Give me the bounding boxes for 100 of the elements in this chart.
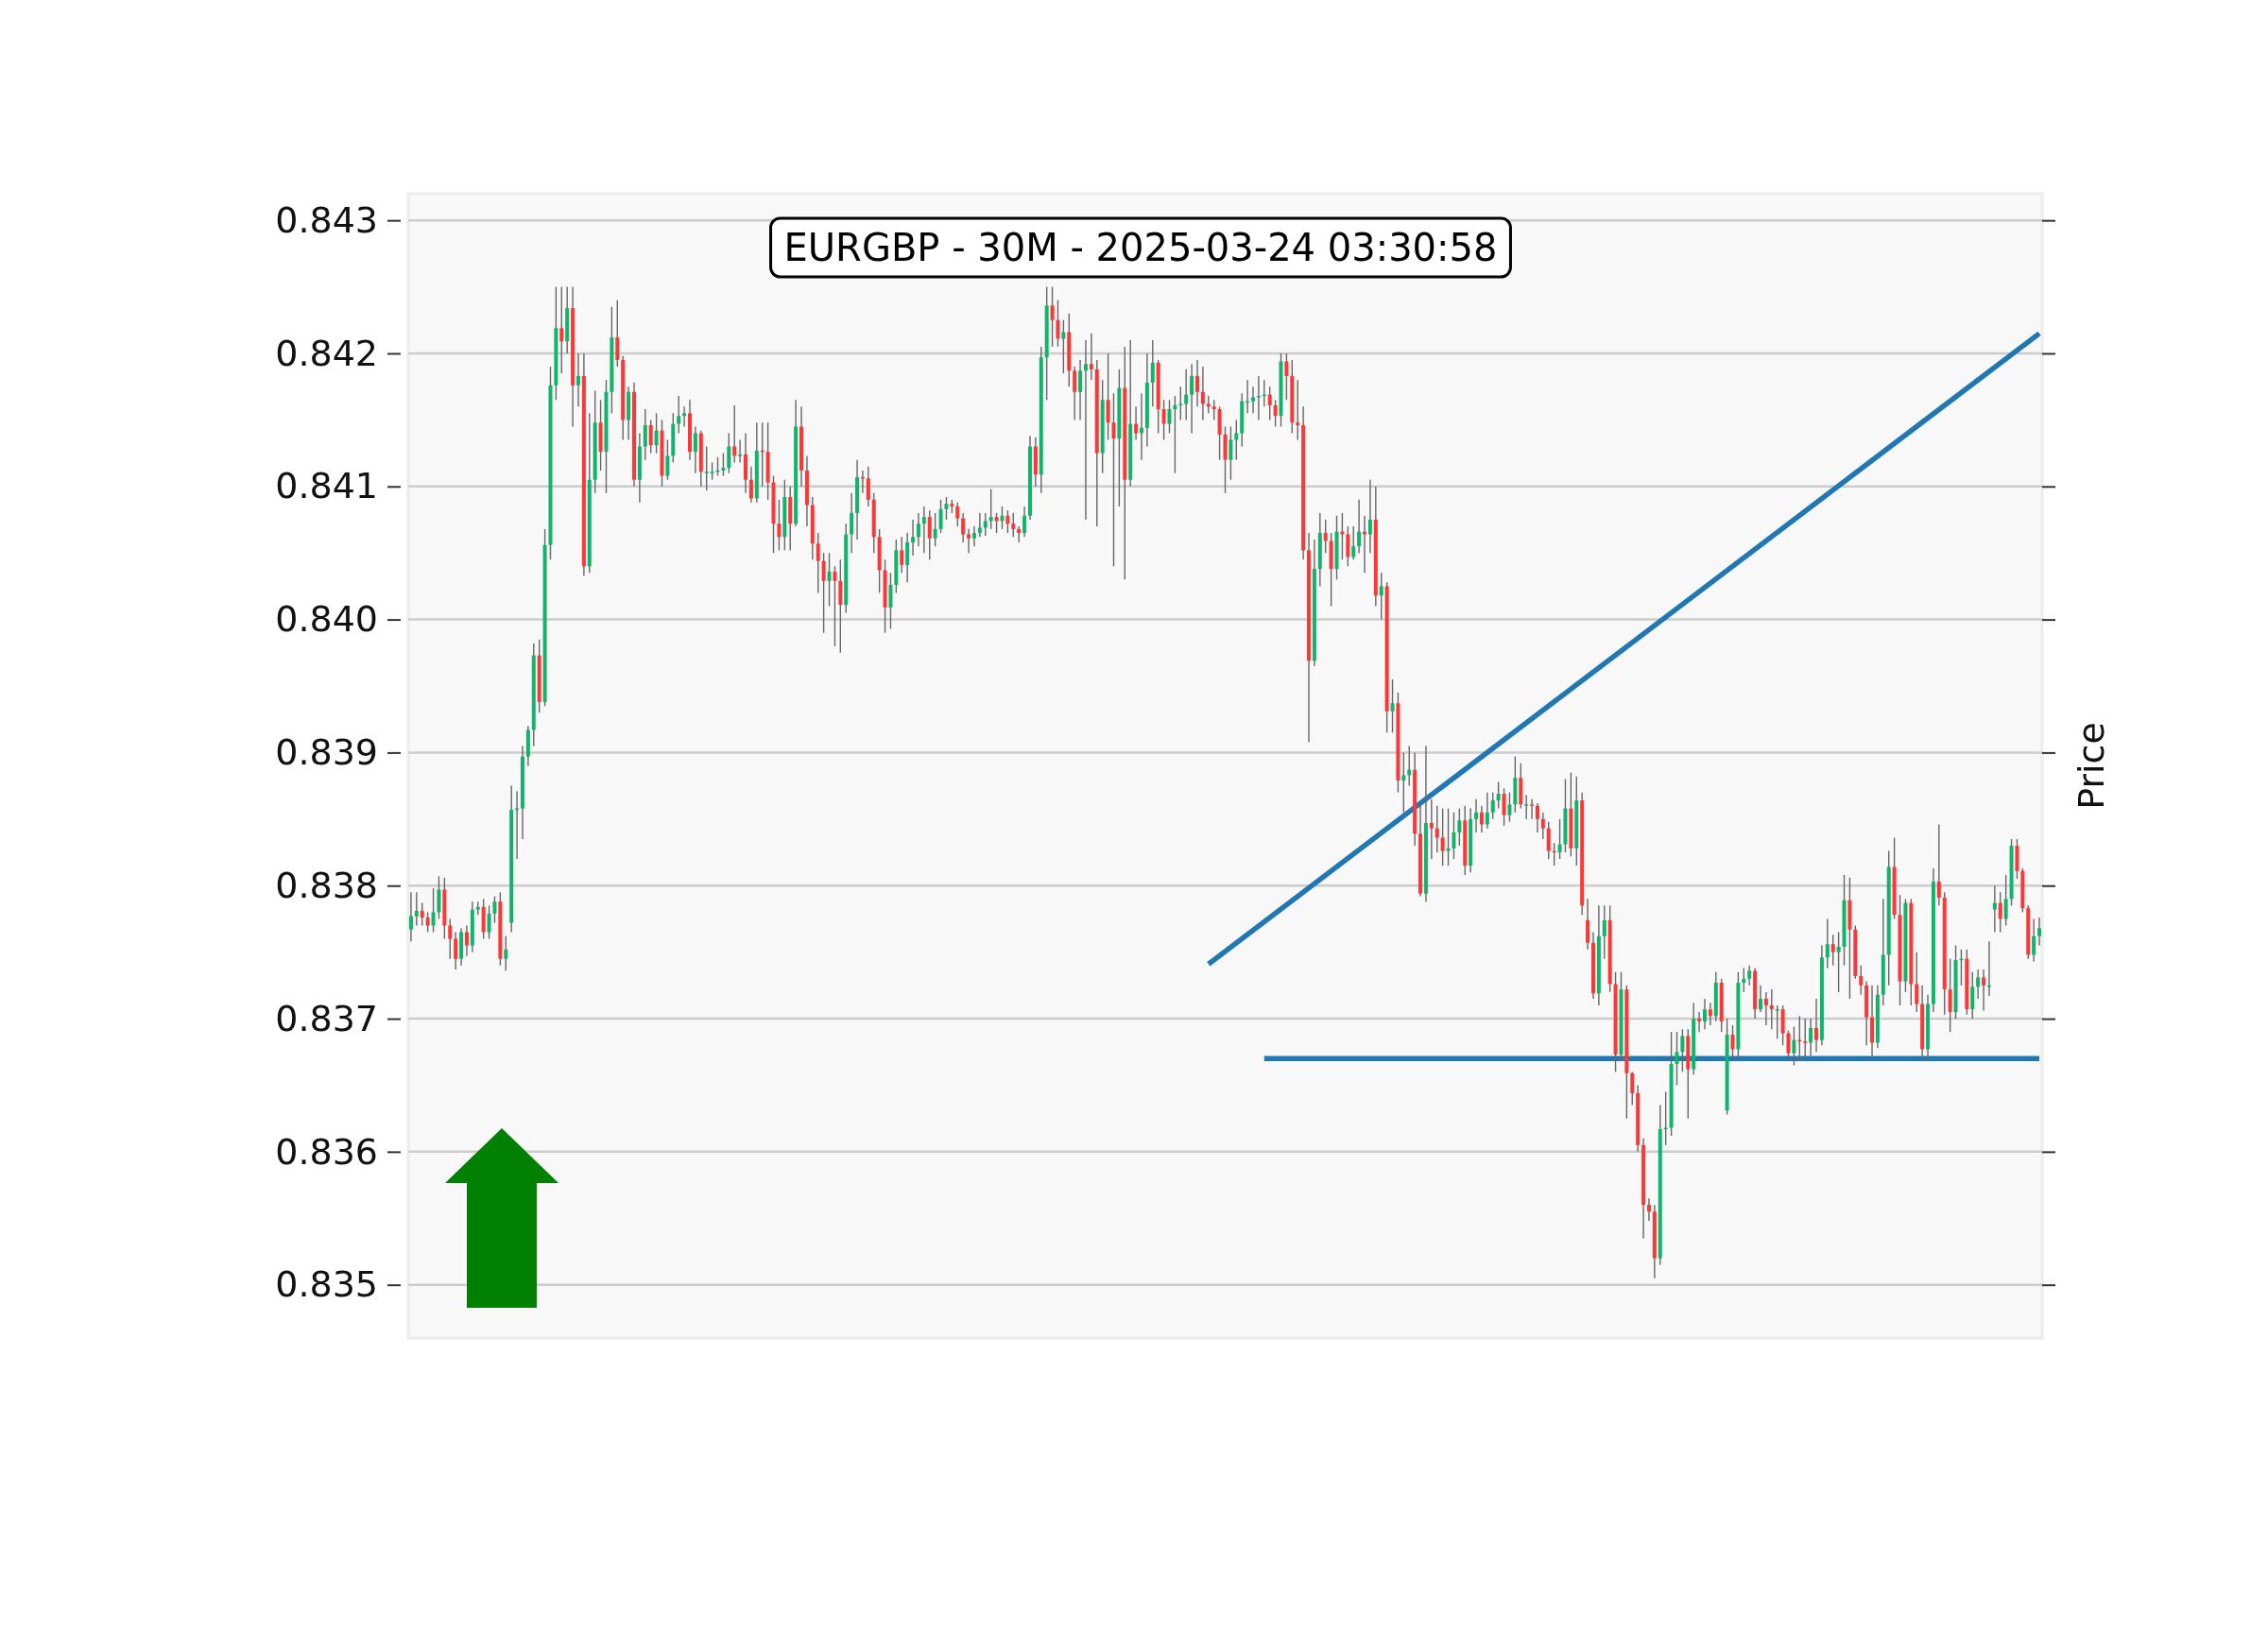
candlestick xyxy=(1200,366,1205,421)
candlestick xyxy=(1005,509,1010,534)
candlestick xyxy=(1346,525,1350,567)
candlestick xyxy=(677,395,681,435)
candlestick xyxy=(2003,874,2008,927)
candlestick xyxy=(1211,399,1216,421)
candlestick xyxy=(1809,1018,1813,1057)
candlestick xyxy=(682,405,687,428)
candlestick xyxy=(1190,363,1194,435)
y-tick-label: 0.836 xyxy=(275,1130,378,1173)
candlestick xyxy=(961,512,966,543)
candlestick xyxy=(1089,333,1093,381)
y-tick-label: 0.835 xyxy=(275,1263,378,1306)
candlestick xyxy=(1273,399,1278,428)
candlestick xyxy=(1106,352,1110,441)
candlestick xyxy=(732,404,737,464)
candlestick xyxy=(1111,392,1116,567)
candlestick xyxy=(1502,787,1506,827)
candlestick xyxy=(1546,820,1551,860)
candlestick xyxy=(1167,399,1172,435)
candlestick xyxy=(654,412,659,455)
candlestick xyxy=(1747,965,1752,987)
candlestick xyxy=(971,525,976,547)
candlestick xyxy=(1490,791,1495,820)
candlestick xyxy=(1814,998,1819,1053)
candlestick xyxy=(1017,525,1022,543)
candlestick xyxy=(1457,807,1462,847)
candlestick xyxy=(1786,1030,1791,1059)
candlestick xyxy=(1351,525,1356,560)
candlestick xyxy=(448,918,453,960)
candlestick xyxy=(425,911,430,934)
candlestick xyxy=(1429,798,1434,860)
candlestick xyxy=(1540,812,1545,840)
candlestick xyxy=(1702,998,1707,1031)
candlestick xyxy=(1194,359,1199,407)
candlestick xyxy=(1228,425,1233,481)
candlestick xyxy=(1446,807,1451,866)
candlestick xyxy=(1496,781,1501,810)
candlestick xyxy=(1234,419,1239,461)
candlestick xyxy=(1675,1031,1679,1087)
candlestick xyxy=(1251,386,1256,415)
candlestick xyxy=(1530,798,1535,820)
candlestick xyxy=(437,875,441,920)
candlestick xyxy=(833,565,837,647)
candlestick xyxy=(1680,1028,1685,1073)
candlestick xyxy=(1184,369,1189,421)
y-tick-label: 0.842 xyxy=(275,332,378,374)
candlestick xyxy=(665,438,670,481)
candlestick xyxy=(921,506,926,554)
candlestick xyxy=(1050,285,1055,348)
candlestick xyxy=(1792,1025,1796,1067)
y-tick-label: 0.838 xyxy=(275,864,378,906)
candlestick xyxy=(721,452,726,477)
candlestick xyxy=(1150,339,1155,407)
candlestick xyxy=(1474,798,1479,833)
candlestick xyxy=(1976,969,1981,1000)
candlestick xyxy=(1134,405,1139,441)
candlestick xyxy=(827,552,832,608)
candlestick xyxy=(1830,934,1835,967)
candlestick xyxy=(911,519,916,557)
y-tick-label: 0.839 xyxy=(275,731,378,774)
y-axis-title: Price xyxy=(2070,722,2112,810)
candlestick xyxy=(727,432,731,474)
candlestick xyxy=(420,901,424,927)
candlestick xyxy=(576,352,580,407)
candlestick xyxy=(1452,812,1456,860)
candlestick xyxy=(1173,395,1177,474)
candlestick xyxy=(1357,499,1362,554)
candlestick xyxy=(2037,917,2042,947)
candlestick xyxy=(1267,386,1272,421)
candlestick xyxy=(643,408,647,461)
candlestick xyxy=(1440,807,1445,866)
candlestick xyxy=(408,891,413,943)
candlestick xyxy=(866,465,870,507)
candlestick xyxy=(1859,965,1864,996)
candlestick xyxy=(1161,399,1166,441)
candlestick xyxy=(1970,971,1975,1020)
candlestick xyxy=(1759,985,1762,1013)
candlestick xyxy=(704,445,709,491)
y-tick-label: 0.841 xyxy=(275,465,378,507)
candlestick xyxy=(927,509,932,560)
candlestick xyxy=(933,512,937,547)
candlestick xyxy=(1586,898,1590,951)
candlestick xyxy=(1836,931,1841,993)
candlestick xyxy=(1367,479,1372,554)
candlestick xyxy=(1915,951,1919,1013)
candlestick xyxy=(938,499,943,534)
candlestick xyxy=(944,496,949,521)
candlestick xyxy=(1022,506,1027,538)
candlestick xyxy=(905,532,910,583)
candlestick xyxy=(1769,988,1774,1031)
candlestick xyxy=(816,532,820,594)
candlestick xyxy=(504,935,508,972)
candlestick xyxy=(1982,969,1986,1012)
candlestick xyxy=(431,887,436,934)
candlestick xyxy=(916,512,920,547)
candlestick xyxy=(1083,339,1088,521)
candlestick xyxy=(1775,1004,1779,1039)
candlestick xyxy=(1646,1197,1651,1222)
candlestick xyxy=(1992,884,1997,934)
